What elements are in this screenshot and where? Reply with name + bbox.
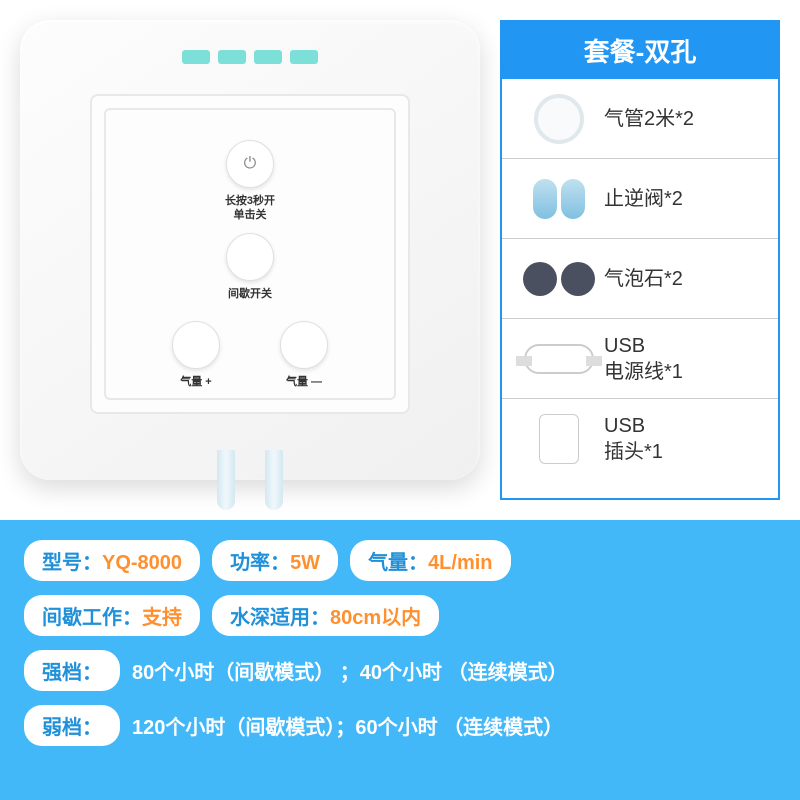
stone-icon [514,249,604,309]
package-item-label: 气管2米*2 [604,106,766,132]
package-item: USB 插头*1 [502,399,778,479]
package-item-label: 止逆阀*2 [604,186,766,212]
vol-up-label: 气量 + [180,375,211,389]
spec-depth: 水深适用：80cm以内 [212,595,439,636]
spec-low-value: 120个小时（间歇模式）；60个小时 （连续模式） [132,711,563,740]
spec-intermittent: 间歇工作：支持 [24,595,200,636]
cable-icon [514,329,604,389]
package-item: 气泡石*2 [502,239,778,319]
valve-icon [514,169,604,229]
spec-power: 功率：5W [212,540,338,581]
package-title: 套餐-双孔 [502,22,778,79]
power-label: 长按3秒开 单击关 [225,194,275,223]
mode-button[interactable] [226,233,274,281]
mode-label: 间歇开关 [228,287,272,301]
plug-icon [514,409,604,469]
package-item-label: USB 电源线*1 [604,333,766,385]
spec-table: 型号：YQ-8000 功率：5W 气量：4L/min 间歇工作：支持 水深适用：… [0,520,800,800]
tube-icon [514,89,604,149]
spec-air: 气量：4L/min [350,540,510,581]
vol-down-label: 气量 — [286,375,322,389]
control-panel: ⏻ 长按3秒开 单击关 间歇开关 气量 + [90,94,410,414]
package-item-label: 气泡石*2 [604,266,766,292]
package-item: 止逆阀*2 [502,159,778,239]
volume-down-button[interactable] [280,321,328,369]
package-item: 气管2米*2 [502,79,778,159]
led-indicators [40,50,460,64]
outlet-tubes [217,450,283,510]
spec-low-label: 弱档： [24,705,120,746]
package-contents: 套餐-双孔 气管2米*2 止逆阀*2 气泡石*2 USB 电源线*1 USB 插头*1 [500,20,780,500]
volume-up-button[interactable] [172,321,220,369]
spec-high-value: 80个小时（间歇模式） ；40个小时 （连续模式） [132,656,568,685]
device-unit: ⏻ 长按3秒开 单击关 间歇开关 气量 + [20,20,480,480]
spec-high-label: 强档： [24,650,120,691]
spec-model: 型号：YQ-8000 [24,540,200,581]
package-item-label: USB 插头*1 [604,413,766,465]
package-item: USB 电源线*1 [502,319,778,399]
power-button[interactable]: ⏻ [226,140,274,188]
